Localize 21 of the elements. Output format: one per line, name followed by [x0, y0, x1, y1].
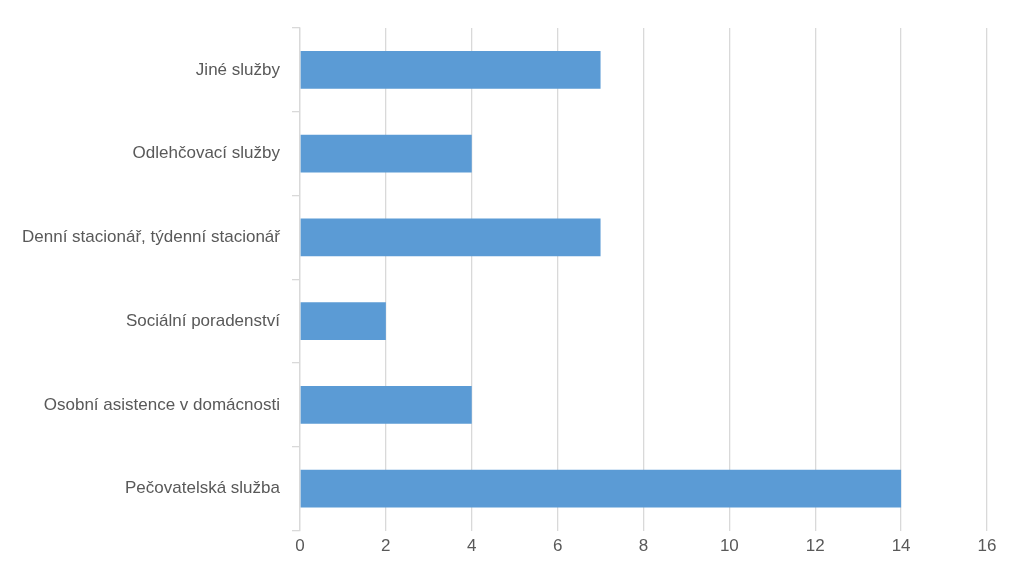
- bar: [300, 218, 601, 257]
- bar: [300, 51, 601, 89]
- x-tick-label: 2: [381, 536, 391, 556]
- x-tick-label: 14: [891, 536, 911, 556]
- y-tick-label: Jiné služby: [195, 59, 281, 79]
- x-tick-label: 4: [467, 536, 477, 556]
- y-tick-label: Pečovatelská služba: [125, 478, 281, 498]
- y-tick-label: Sociální poradenství: [125, 310, 281, 330]
- bar: [300, 469, 902, 508]
- x-tick-label: 12: [805, 536, 825, 556]
- x-tick-label: 6: [552, 536, 563, 556]
- bar: [300, 134, 472, 173]
- x-tick-label: 8: [638, 536, 649, 556]
- y-tick-label: Odlehčovací služby: [132, 143, 281, 163]
- y-tick-label: Osobní asistence v domácnosti: [43, 394, 280, 414]
- x-tick-label: 10: [719, 536, 739, 556]
- bar: [300, 386, 472, 424]
- bar: [300, 302, 386, 341]
- y-tick-label: Denní stacionář, týdenní stacionář: [22, 227, 281, 247]
- x-tick-label: 0: [295, 536, 305, 556]
- x-tick-label: 16: [977, 536, 997, 556]
